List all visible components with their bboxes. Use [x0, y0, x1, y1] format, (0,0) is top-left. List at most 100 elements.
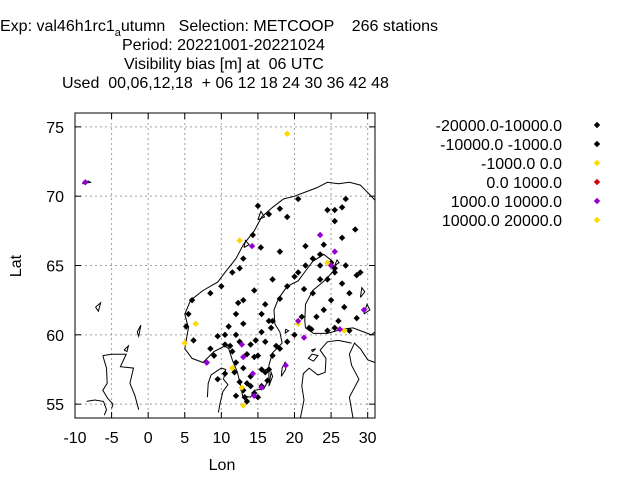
- coastline-path: [243, 239, 250, 248]
- data-point: [265, 211, 273, 218]
- chart-title-parameter: Visibility bias [m] at 06 UTC: [124, 56, 324, 73]
- data-point: [221, 370, 229, 377]
- data-point: [269, 317, 276, 325]
- legend-marker: [593, 197, 601, 205]
- data-point: [203, 359, 210, 366]
- data-point: [327, 262, 335, 269]
- data-point: [221, 341, 229, 348]
- coastline-path: [334, 259, 340, 266]
- data-point: [236, 378, 243, 386]
- data-point: [341, 303, 348, 311]
- data-point: [243, 398, 251, 405]
- data-point: [291, 331, 298, 339]
- coastline-path: [86, 399, 108, 416]
- data-point: [226, 342, 234, 350]
- data-point: [240, 296, 247, 304]
- data-point: [240, 320, 247, 327]
- data-point: [221, 331, 229, 339]
- data-point: [183, 323, 190, 330]
- data-point: [320, 306, 327, 314]
- data-point: [185, 310, 192, 318]
- data-point: [357, 269, 364, 276]
- data-point: [240, 364, 247, 372]
- data-point: [210, 352, 218, 359]
- data-point: [335, 317, 342, 325]
- y-tick-label: 75: [46, 120, 64, 137]
- data-point: [353, 272, 360, 279]
- data-point: [258, 366, 265, 373]
- data-point: [324, 276, 331, 283]
- coastline-path: [299, 339, 352, 419]
- coastline-path: [95, 301, 102, 313]
- legend-marker: [593, 216, 601, 224]
- coastline-path: [284, 328, 290, 334]
- data-point: [338, 204, 346, 211]
- data-point: [238, 341, 246, 348]
- data-point: [294, 317, 302, 325]
- data-point: [251, 392, 258, 400]
- data-point: [254, 394, 262, 401]
- data-point: [265, 366, 273, 373]
- x-tick-label: 30: [359, 430, 377, 447]
- data-point: [331, 206, 338, 214]
- data-point: [236, 237, 243, 244]
- data-point: [232, 359, 240, 366]
- data-point: [291, 273, 298, 280]
- data-point: [254, 352, 262, 359]
- chart-title-used: Used 00,06,12,18 + 06 12 18 24 30 36 42 …: [62, 75, 389, 92]
- data-point: [249, 231, 257, 239]
- data-point: [207, 290, 214, 297]
- data-point: [249, 370, 257, 377]
- data-point: [229, 364, 236, 372]
- data-point: [324, 259, 331, 266]
- coastline-path: [184, 253, 376, 398]
- data-point: [324, 206, 331, 214]
- data-point: [258, 384, 265, 391]
- data-point: [331, 217, 338, 225]
- y-tick-label: 70: [46, 189, 64, 206]
- y-tick-label: 55: [46, 397, 64, 414]
- data-point: [336, 326, 344, 333]
- data-point: [232, 310, 240, 318]
- data-point: [181, 339, 188, 347]
- data-point: [302, 242, 309, 250]
- data-point: [302, 262, 309, 269]
- y-axis-label: Lat: [8, 254, 25, 277]
- chart-title-line-1: Exp: val46h1rc1autumn Selection: METCOOP…: [0, 18, 439, 39]
- x-tick-label: -10: [63, 430, 86, 447]
- data-point: [248, 242, 256, 250]
- data-point: [276, 345, 284, 352]
- legend-label: -10000.0 -1000.0: [440, 137, 562, 154]
- data-point: [342, 195, 349, 203]
- data-point: [346, 290, 353, 297]
- coastline-path: [268, 370, 274, 387]
- data-points: [82, 130, 368, 409]
- data-point: [353, 314, 360, 322]
- data-point: [234, 299, 242, 307]
- data-point: [327, 296, 335, 304]
- data-point: [262, 338, 269, 345]
- data-point: [265, 317, 273, 325]
- data-point: [316, 262, 324, 269]
- data-point: [240, 353, 247, 361]
- data-point: [214, 333, 221, 340]
- exp-prefix: Exp: val46h1rc1: [0, 18, 115, 35]
- data-point: [214, 375, 221, 383]
- data-point: [207, 345, 214, 352]
- data-point: [294, 195, 302, 203]
- data-point: [283, 213, 291, 221]
- exp-rest: utumn Selection: METCOOP 266 stations: [120, 18, 439, 35]
- data-point: [338, 280, 346, 287]
- data-point: [247, 382, 254, 390]
- data-point: [254, 202, 262, 210]
- exp-subscript: a: [114, 27, 121, 39]
- data-point: [283, 130, 291, 137]
- x-tick-label: -5: [104, 430, 118, 447]
- data-point: [309, 255, 317, 262]
- data-point: [258, 328, 265, 336]
- x-axis-label: Lon: [209, 457, 236, 474]
- y-tick-label: 65: [46, 259, 64, 276]
- legend: -20000.0-10000.0 -10000.0 -1000.0 -1000.0 …: [436, 118, 601, 230]
- data-point: [324, 327, 331, 334]
- data-point: [308, 326, 315, 333]
